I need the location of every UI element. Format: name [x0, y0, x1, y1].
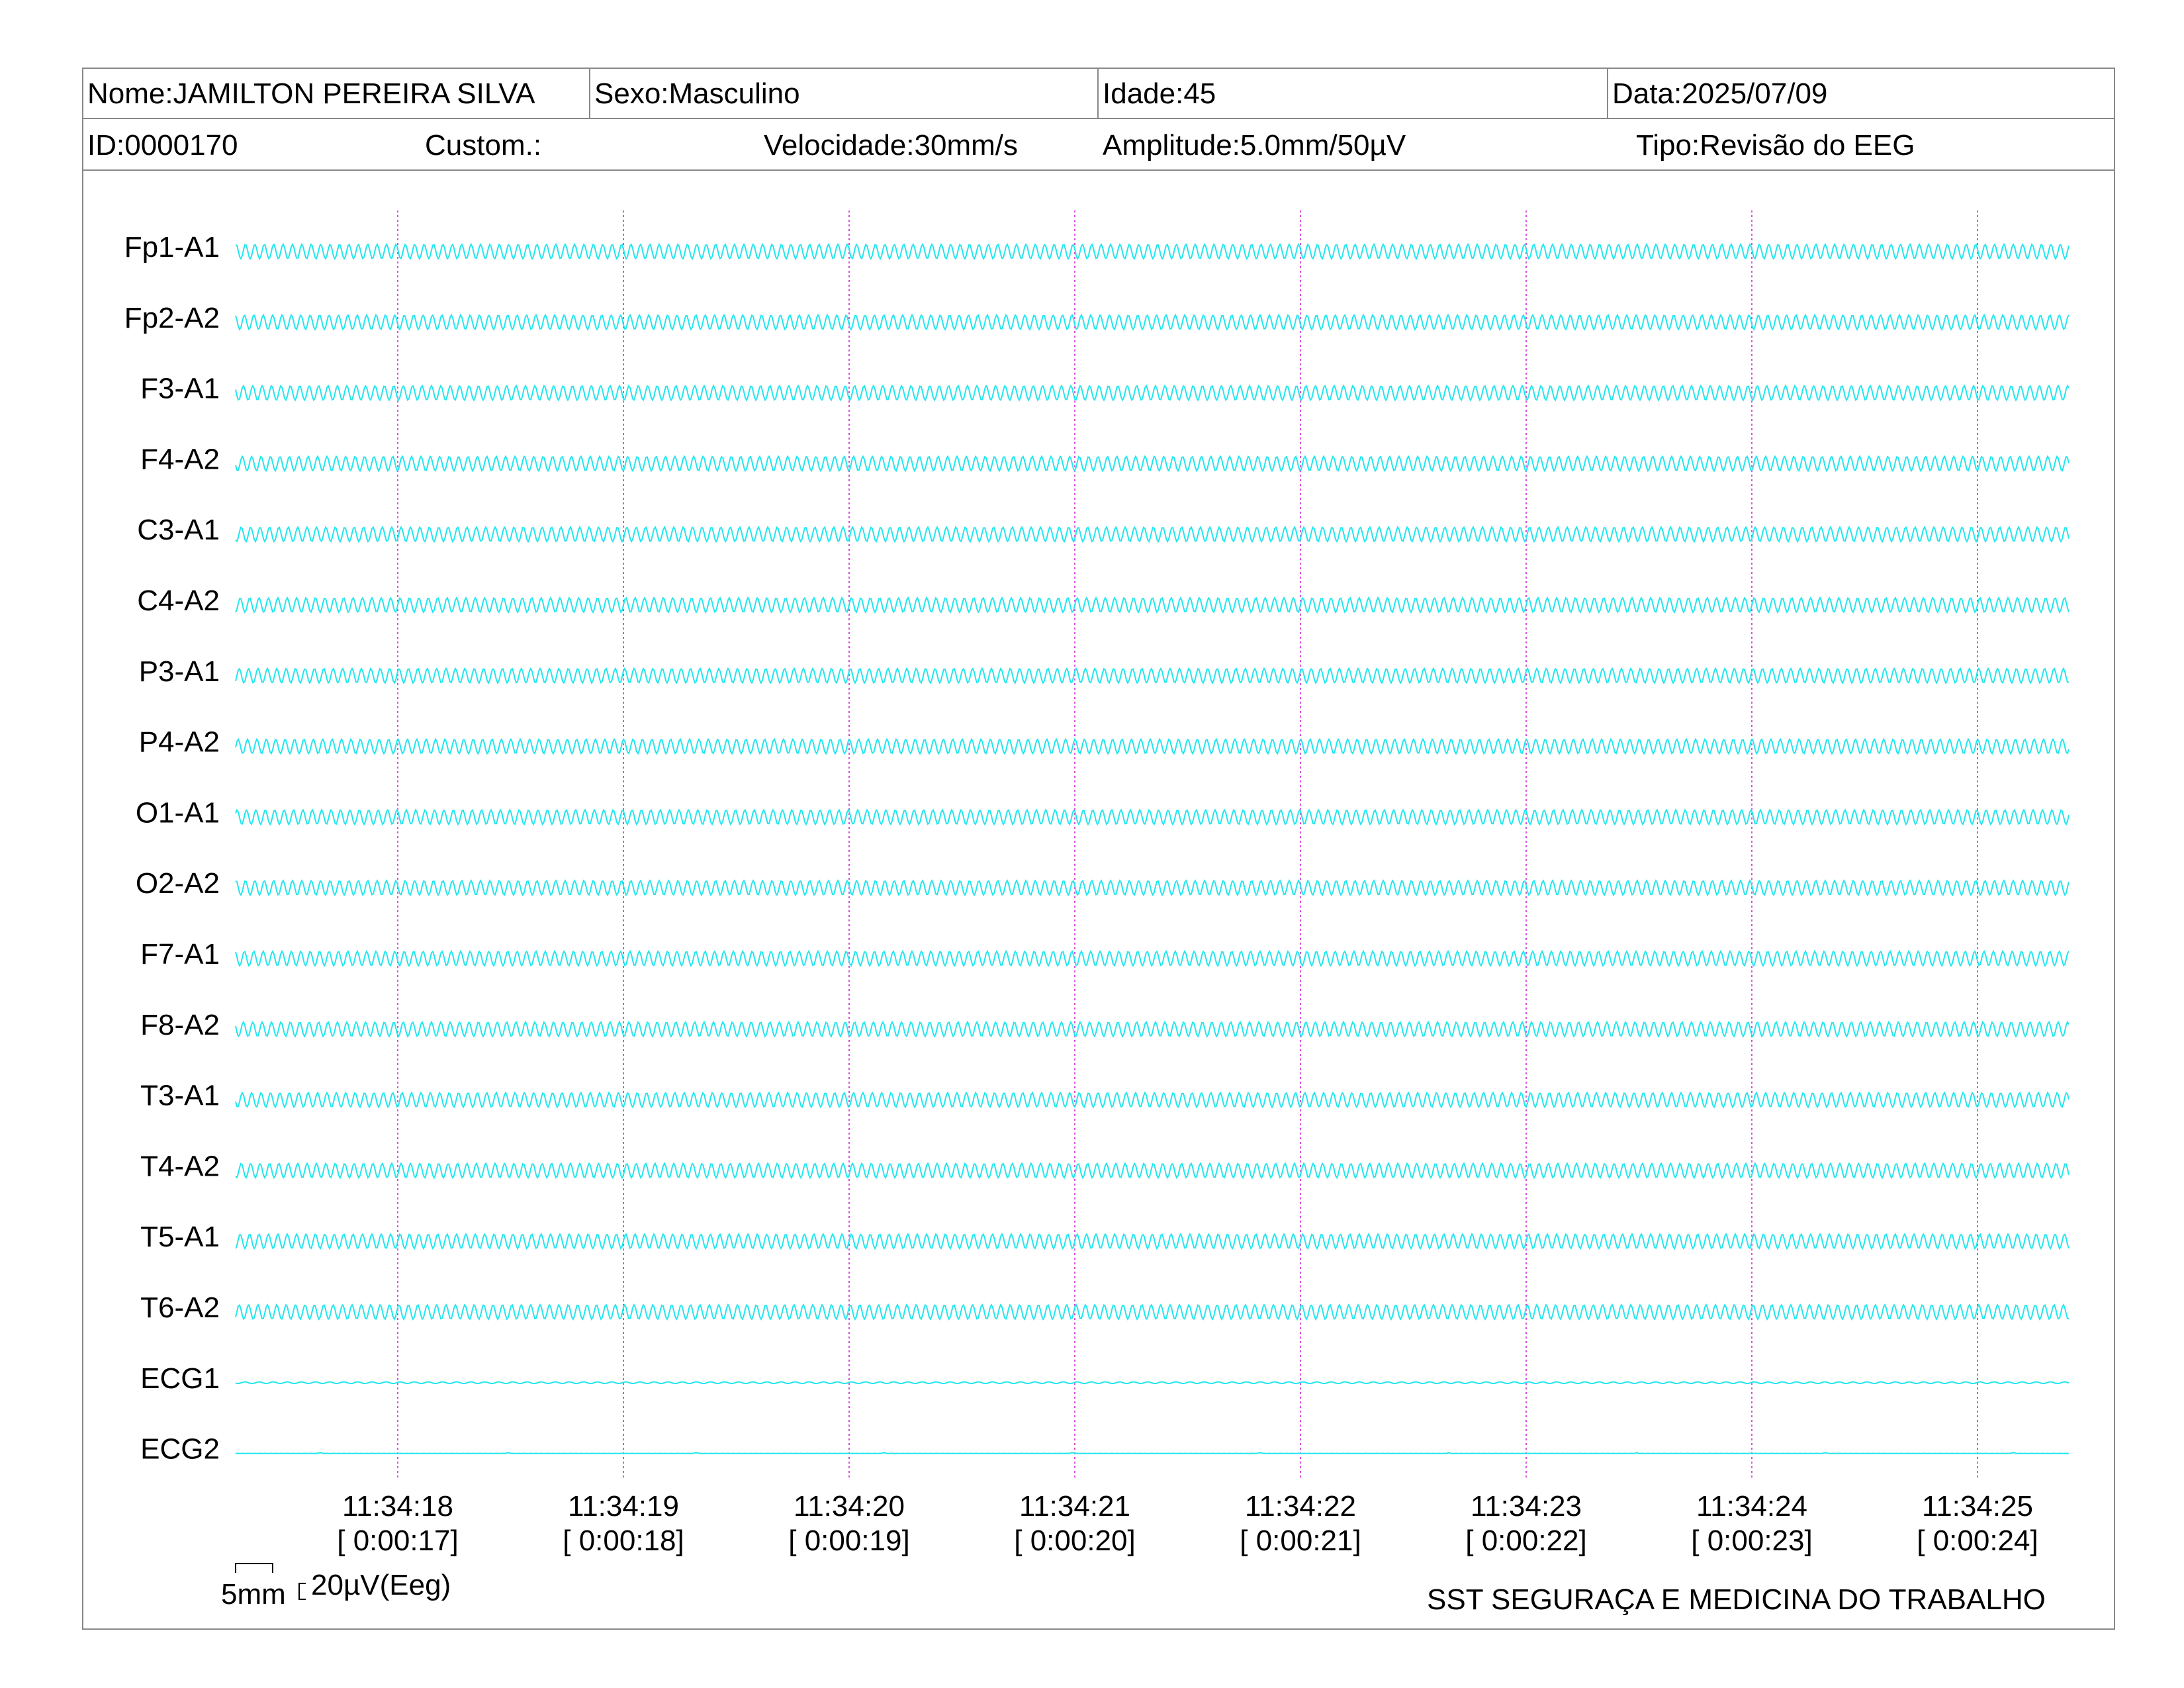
channel-trace — [235, 949, 2070, 968]
channel-label: P4-A2 — [139, 726, 220, 759]
channel-label: ECG1 — [140, 1362, 220, 1395]
channel-trace — [235, 667, 2070, 684]
header-divider — [589, 68, 590, 119]
amplitude-scale-bracket — [298, 1583, 306, 1600]
channel-trace — [235, 737, 2070, 755]
time-scale-label: 5mm — [221, 1578, 286, 1611]
time-scale-bracket — [235, 1563, 273, 1573]
channel-trace — [235, 526, 2070, 543]
time-tick-clock: 11:34:23 — [1471, 1490, 1582, 1523]
channel-label: O1-A1 — [136, 796, 220, 829]
channel-label: C3-A1 — [137, 514, 220, 546]
channel-label: F4-A2 — [140, 443, 220, 475]
time-tick-clock: 11:34:19 — [568, 1490, 679, 1523]
channel-trace — [235, 596, 2070, 614]
channel-trace — [235, 808, 2070, 826]
channel-label: Fp2-A2 — [124, 302, 220, 334]
channel-trace — [235, 1452, 2070, 1454]
time-tick-elapsed: [ 0:00:23] — [1691, 1524, 1812, 1557]
channel-trace — [235, 313, 2070, 331]
channel-label: F7-A1 — [140, 938, 220, 970]
channel-trace — [235, 455, 2070, 473]
channel-label: Fp1-A1 — [124, 231, 220, 263]
channel-label: T4-A2 — [140, 1150, 220, 1182]
patient-sex: Sexo:Masculino — [594, 77, 800, 110]
header-row-exam: ID:0000170 Custom.: Velocidade:30mm/s Am… — [82, 119, 2115, 171]
channel-trace — [235, 1303, 2070, 1321]
channel-label: T6-A2 — [140, 1291, 220, 1324]
header-divider — [1097, 68, 1099, 119]
report-frame — [82, 68, 2115, 1630]
time-tick-elapsed: [ 0:00:17] — [337, 1524, 458, 1557]
channel-trace — [235, 879, 2070, 897]
channel-trace — [235, 1162, 2070, 1180]
amplitude-scale-label: 20µV(Eeg) — [311, 1569, 451, 1601]
time-tick-clock: 11:34:18 — [342, 1490, 453, 1523]
channel-label: T5-A1 — [140, 1221, 220, 1253]
channel-label: C4-A2 — [137, 585, 220, 617]
patient-id: ID:0000170 — [87, 129, 238, 162]
time-tick-clock: 11:34:21 — [1019, 1490, 1130, 1523]
time-tick-clock: 11:34:25 — [1922, 1490, 2033, 1523]
time-tick-elapsed: [ 0:00:22] — [1465, 1524, 1586, 1557]
time-tick-elapsed: [ 0:00:19] — [788, 1524, 909, 1557]
channel-label: F3-A1 — [140, 373, 220, 405]
patient-age: Idade:45 — [1103, 77, 1216, 110]
exam-type: Tipo:Revisão do EEG — [1636, 129, 1915, 162]
channel-trace — [235, 1020, 2070, 1038]
channel-trace — [235, 242, 2070, 261]
time-tick-elapsed: [ 0:00:20] — [1014, 1524, 1135, 1557]
header-row-patient: Nome:JAMILTON PEREIRA SILVA Sexo:Masculi… — [82, 68, 2115, 119]
channel-label: T3-A1 — [140, 1080, 220, 1112]
channel-label: F8-A2 — [140, 1009, 220, 1041]
paper-speed: Velocidade:30mm/s — [764, 129, 1018, 162]
channel-trace — [235, 384, 2070, 402]
channel-trace — [235, 1233, 2070, 1250]
company-name: SST SEGURAÇA E MEDICINA DO TRABALHO — [1427, 1583, 2046, 1616]
time-tick-clock: 11:34:24 — [1696, 1490, 1807, 1523]
patient-name: Nome:JAMILTON PEREIRA SILVA — [87, 77, 535, 110]
time-tick-clock: 11:34:22 — [1245, 1490, 1356, 1523]
channel-trace — [235, 1091, 2070, 1109]
channel-trace — [235, 1381, 2070, 1385]
header-divider — [1607, 68, 1608, 119]
channel-label: ECG2 — [140, 1433, 220, 1466]
time-tick-elapsed: [ 0:00:18] — [563, 1524, 684, 1557]
channel-label: O2-A2 — [136, 867, 220, 900]
amplitude-setting: Amplitude:5.0mm/50µV — [1103, 129, 1406, 162]
time-tick-clock: 11:34:20 — [794, 1490, 905, 1523]
channel-label: P3-A1 — [139, 655, 220, 688]
exam-date: Data:2025/07/09 — [1612, 77, 1828, 110]
time-tick-elapsed: [ 0:00:24] — [1917, 1524, 2038, 1557]
custom-field: Custom.: — [425, 129, 542, 162]
time-tick-elapsed: [ 0:00:21] — [1240, 1524, 1361, 1557]
